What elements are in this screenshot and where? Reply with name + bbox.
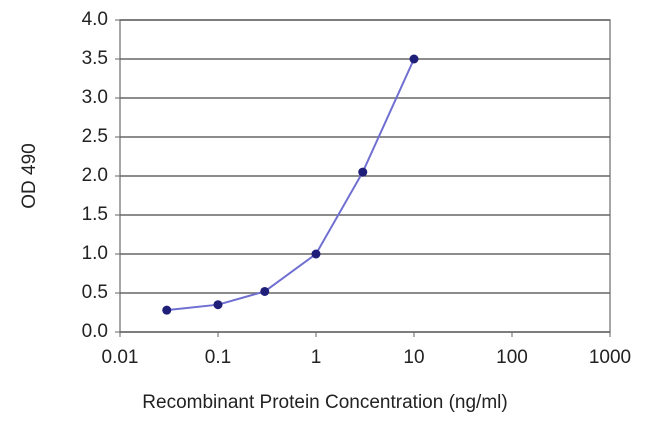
x-axis-label: Recombinant Protein Concentration (ng/ml…	[142, 392, 507, 413]
y-tick-label: 2.0	[82, 165, 108, 186]
x-tick-label: 100	[496, 347, 528, 368]
data-point	[260, 286, 270, 296]
data-point	[409, 54, 419, 64]
y-tick-label: 0.0	[82, 321, 108, 342]
y-tick-label: 0.5	[82, 282, 108, 303]
data-point	[311, 249, 321, 259]
data-point	[358, 167, 368, 177]
y-tick-label: 1.5	[82, 204, 108, 225]
y-tick-label: 2.5	[82, 126, 108, 147]
x-tick-label: 1	[311, 347, 322, 368]
data-point	[162, 305, 172, 315]
x-tick-label: 0.1	[205, 347, 231, 368]
y-tick-label: 3.0	[82, 87, 108, 108]
x-tick-label: 1000	[589, 347, 631, 368]
y-tick-label: 3.5	[82, 48, 108, 69]
series-line	[166, 58, 415, 312]
y-tick-label: 1.0	[82, 243, 108, 264]
x-tick-label: 10	[403, 347, 424, 368]
y-axis-label: OD 490	[19, 143, 40, 208]
x-tick-label: 0.01	[102, 347, 139, 368]
data-point	[213, 300, 223, 310]
y-tick-label: 4.0	[82, 9, 108, 30]
